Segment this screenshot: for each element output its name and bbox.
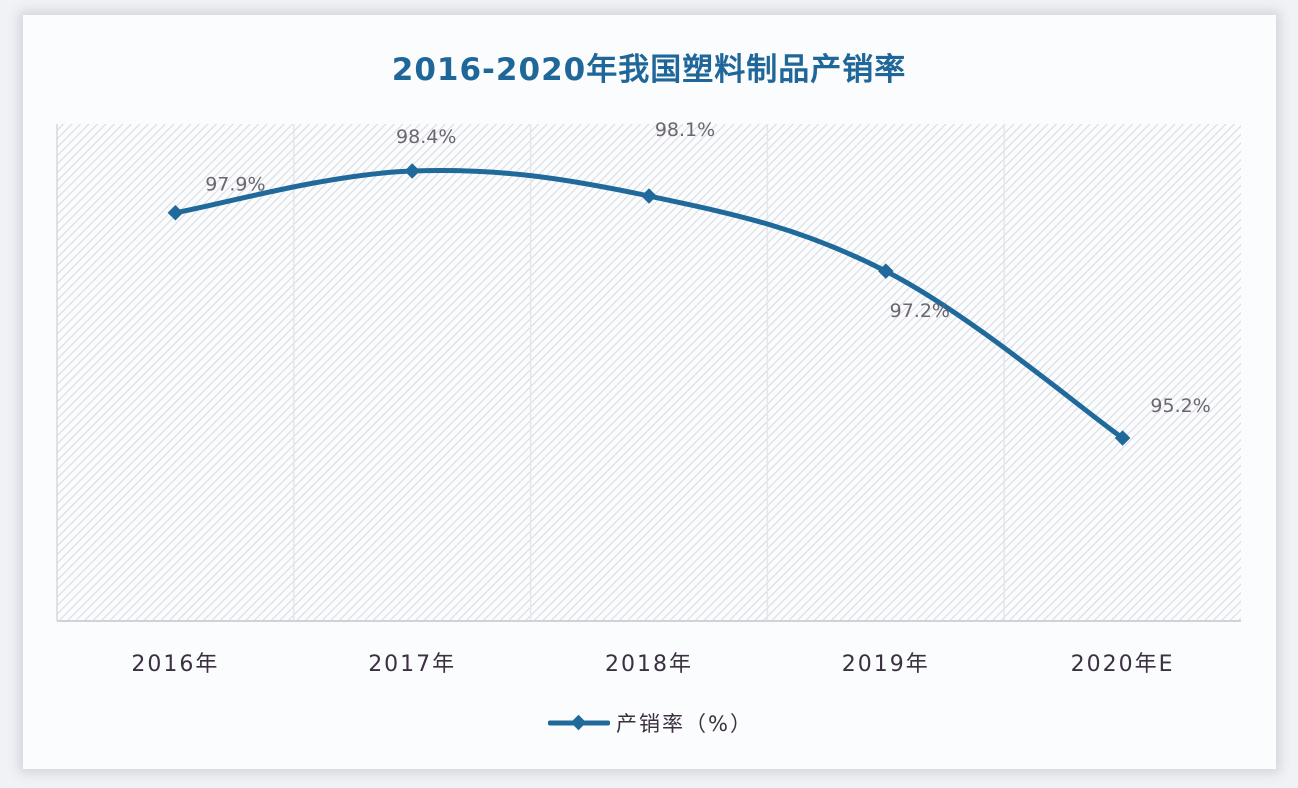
legend-line-diamond-icon bbox=[548, 714, 610, 731]
x-axis-tick-labels: 2016年 2017年 2018年 2019年 2020年E bbox=[131, 652, 1175, 677]
x-tick-label: 2017年 bbox=[368, 652, 456, 677]
x-tick-label: 2018年 bbox=[605, 652, 693, 677]
data-label: 95.2% bbox=[1150, 395, 1210, 417]
x-tick-label: 2016年 bbox=[131, 652, 219, 677]
chart-title: 2016-2020年我国塑料制品产销率 bbox=[391, 52, 907, 88]
legend-label: 产销率（%） bbox=[616, 712, 753, 736]
x-tick-label: 2020年E bbox=[1071, 652, 1175, 677]
x-tick-label: 2019年 bbox=[842, 652, 930, 677]
plot-area bbox=[57, 124, 1241, 621]
diamond-marker bbox=[641, 188, 657, 204]
diamond-marker bbox=[167, 204, 184, 221]
data-label: 97.9% bbox=[205, 174, 265, 196]
vertical-gridlines bbox=[293, 124, 1005, 621]
data-label: 98.1% bbox=[655, 119, 715, 141]
legend: 产销率（%） bbox=[548, 706, 753, 740]
diamond-marker bbox=[404, 163, 420, 179]
data-label: 98.4% bbox=[396, 126, 456, 148]
diamond-marker bbox=[1114, 430, 1131, 446]
data-label: 97.2% bbox=[890, 300, 950, 322]
data-labels: 97.9% 98.4% 98.1% 97.2% 95.2% bbox=[205, 119, 1211, 417]
